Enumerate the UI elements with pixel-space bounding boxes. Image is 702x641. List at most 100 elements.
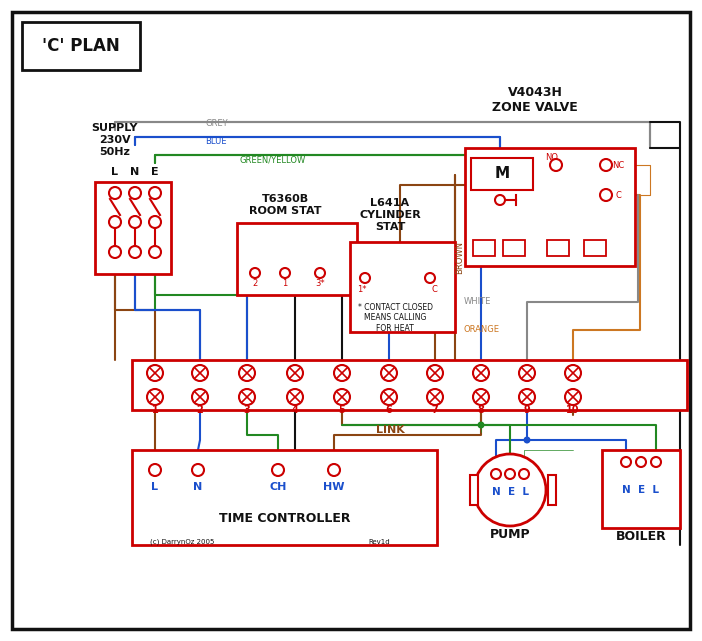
Text: N: N [131, 167, 140, 177]
Bar [547, 240, 569, 256]
Text: C: C [431, 285, 437, 294]
Circle shape [315, 268, 325, 278]
Circle shape [149, 464, 161, 476]
Circle shape [495, 195, 505, 205]
Text: ORANGE: ORANGE [464, 326, 500, 335]
Text: 9: 9 [524, 405, 531, 415]
Text: 2: 2 [253, 279, 258, 288]
Circle shape [600, 189, 612, 201]
Bar [602, 450, 680, 528]
Circle shape [250, 268, 260, 278]
Circle shape [109, 246, 121, 258]
Circle shape [473, 389, 489, 405]
Text: SUPPLY
230V
50Hz: SUPPLY 230V 50Hz [92, 124, 138, 156]
Text: GREEN/YELLOW: GREEN/YELLOW [240, 156, 306, 165]
Text: NC: NC [612, 160, 624, 169]
Circle shape [477, 422, 484, 428]
Circle shape [425, 273, 435, 283]
Circle shape [427, 389, 443, 405]
Text: GREY: GREY [205, 119, 227, 128]
Text: 5: 5 [338, 405, 345, 415]
Circle shape [192, 464, 204, 476]
Circle shape [147, 389, 163, 405]
Circle shape [427, 365, 443, 381]
Circle shape [651, 457, 661, 467]
Circle shape [109, 216, 121, 228]
Bar [503, 240, 525, 256]
Circle shape [272, 464, 284, 476]
Text: 1*: 1* [357, 285, 366, 294]
Circle shape [381, 365, 397, 381]
Circle shape [239, 365, 255, 381]
Text: 6: 6 [385, 405, 392, 415]
Circle shape [381, 389, 397, 405]
Circle shape [519, 469, 529, 479]
Text: L: L [112, 167, 119, 177]
Text: 1: 1 [152, 405, 159, 415]
Circle shape [565, 365, 581, 381]
Bar [548, 475, 556, 505]
Text: 4: 4 [291, 405, 298, 415]
Circle shape [491, 469, 501, 479]
Text: BROWN: BROWN [456, 242, 465, 274]
Circle shape [636, 457, 646, 467]
Text: HW: HW [323, 482, 345, 492]
Text: M: M [494, 167, 510, 181]
Text: V4043H
ZONE VALVE: V4043H ZONE VALVE [492, 86, 578, 114]
Text: C: C [615, 190, 621, 199]
Circle shape [239, 389, 255, 405]
Bar [237, 223, 357, 295]
Text: TIME CONTROLLER: TIME CONTROLLER [219, 512, 351, 524]
Bar [471, 158, 533, 190]
Circle shape [600, 159, 612, 171]
Bar [470, 475, 478, 505]
Text: 8: 8 [477, 405, 484, 415]
Circle shape [334, 365, 350, 381]
Circle shape [287, 365, 303, 381]
Text: 'C' PLAN: 'C' PLAN [42, 37, 120, 55]
Bar [465, 148, 635, 266]
Circle shape [129, 187, 141, 199]
Circle shape [287, 389, 303, 405]
Circle shape [334, 389, 350, 405]
Bar [473, 240, 495, 256]
Circle shape [280, 268, 290, 278]
Bar [132, 450, 437, 545]
Text: NO: NO [545, 153, 559, 162]
Circle shape [505, 469, 515, 479]
Text: 3: 3 [244, 405, 251, 415]
Text: BOILER: BOILER [616, 531, 666, 544]
Text: 1: 1 [282, 279, 288, 288]
Circle shape [192, 365, 208, 381]
Text: T6360B
ROOM STAT: T6360B ROOM STAT [249, 194, 322, 216]
Bar [22, 22, 140, 70]
Circle shape [109, 187, 121, 199]
Text: E: E [151, 167, 159, 177]
Text: BLUE: BLUE [205, 138, 227, 147]
Circle shape [147, 365, 163, 381]
Circle shape [473, 365, 489, 381]
Text: (c) DarrynOz 2005: (c) DarrynOz 2005 [150, 538, 214, 545]
Text: 10: 10 [567, 405, 580, 415]
Text: 2: 2 [197, 405, 204, 415]
Text: 3*: 3* [315, 279, 325, 288]
Text: N: N [193, 482, 203, 492]
Text: WHITE: WHITE [464, 297, 491, 306]
Text: L: L [152, 482, 159, 492]
Circle shape [149, 246, 161, 258]
Circle shape [149, 187, 161, 199]
Text: PUMP: PUMP [490, 528, 530, 542]
Circle shape [149, 216, 161, 228]
Text: 7: 7 [432, 405, 438, 415]
Circle shape [360, 273, 370, 283]
Bar [584, 240, 606, 256]
Text: CH: CH [270, 482, 286, 492]
Bar [350, 242, 455, 332]
Text: L641A
CYLINDER
STAT: L641A CYLINDER STAT [359, 199, 421, 231]
Circle shape [129, 216, 141, 228]
Text: LINK: LINK [376, 425, 404, 435]
Circle shape [519, 365, 535, 381]
Text: Rev1d: Rev1d [369, 539, 390, 545]
Text: N  E  L: N E L [623, 485, 659, 495]
Circle shape [550, 159, 562, 171]
